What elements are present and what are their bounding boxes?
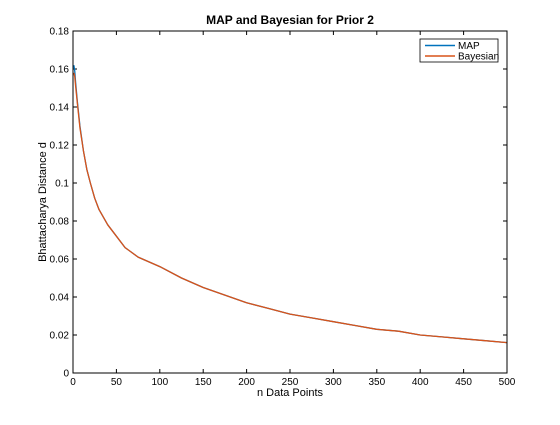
- y-tick-label: 0.18: [50, 27, 70, 38]
- y-tick-label: 0.16: [50, 65, 70, 76]
- plot-frame: [72, 30, 508, 374]
- y-tick-label: 0.02: [50, 331, 70, 342]
- legend-label-bayesian: Bayesian: [458, 52, 499, 63]
- x-tick-label: 150: [195, 377, 212, 388]
- x-tick-label: 300: [325, 377, 342, 388]
- chart-title: MAP and Bayesian for Prior 2: [206, 13, 374, 27]
- plot-area: [73, 31, 507, 373]
- x-tick-label: 100: [151, 377, 168, 388]
- x-tick-label: 250: [282, 377, 299, 388]
- x-tick-label: 350: [368, 377, 385, 388]
- y-tick-label: 0.14: [50, 103, 70, 114]
- y-tick-label: 0.08: [50, 217, 70, 228]
- series-layer: [73, 65, 508, 344]
- x-tick-label: 200: [238, 377, 255, 388]
- x-tick-label: 0: [70, 377, 76, 388]
- y-axis-label: Bhattacharya Distance d: [37, 142, 49, 262]
- x-tick-label: 400: [412, 377, 429, 388]
- x-axis-label: n Data Points: [257, 387, 324, 399]
- y-tick-label: 0: [63, 369, 69, 380]
- legend-label-map: MAP: [458, 41, 480, 52]
- legend: MAP Bayesian: [419, 38, 499, 63]
- x-tick-label: 450: [455, 377, 472, 388]
- y-tick-label: 0.12: [50, 141, 70, 152]
- y-tick-label: 0.1: [55, 179, 69, 190]
- ticks-layer: 0 50 100 150 200 250 300 350 400 450 500 0 0.02 0.04 0…: [50, 27, 516, 389]
- y-tick-label: 0.06: [50, 255, 70, 266]
- y-tick-label: 0.04: [50, 293, 70, 304]
- series-line-bayesian: [73, 72, 508, 344]
- x-tick-label: 500: [499, 377, 516, 388]
- x-tick-label: 50: [111, 377, 123, 388]
